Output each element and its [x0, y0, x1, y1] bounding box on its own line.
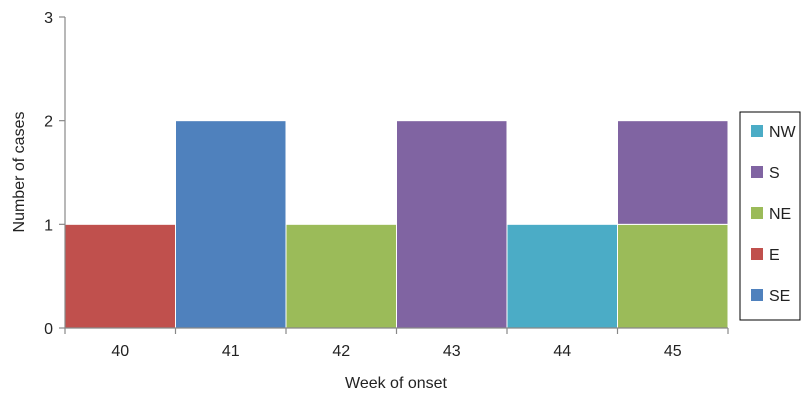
x-tick-label: 43: [443, 343, 461, 360]
legend-swatch-s: [751, 166, 763, 178]
y-tick-label: 3: [44, 10, 53, 27]
legend-swatch-nw: [751, 125, 763, 137]
bar-45-ne: [618, 224, 729, 328]
legend-label-ne: NE: [769, 206, 791, 223]
legend-swatch-e: [751, 248, 763, 260]
bar-41-se: [176, 121, 287, 328]
y-ticks-layer: 0 1 2 3: [44, 10, 65, 338]
x-tick-label: 40: [111, 343, 129, 360]
legend-label-se: SE: [769, 288, 790, 305]
x-tick-label: 41: [222, 343, 240, 360]
legend-swatch-se: [751, 289, 763, 301]
bar-45-s: [618, 121, 729, 225]
bar-42-ne: [286, 224, 397, 328]
legend-label-e: E: [769, 247, 780, 264]
legend-swatch-ne: [751, 207, 763, 219]
y-axis-title: Number of cases: [11, 112, 28, 233]
legend-label-nw: NW: [769, 124, 797, 141]
legend-label-s: S: [769, 165, 780, 182]
x-axis-title: Week of onset: [345, 375, 448, 392]
bar-40-e: [65, 224, 176, 328]
y-tick-label: 2: [44, 114, 53, 131]
x-tick-label: 45: [664, 343, 682, 360]
bar-43-s: [397, 121, 508, 328]
legend: NW S NE E SE: [740, 112, 800, 320]
bar-44-nw: [507, 224, 618, 328]
y-tick-label: 0: [44, 321, 53, 338]
x-tick-label: 42: [332, 343, 350, 360]
y-tick-label: 1: [44, 217, 53, 234]
x-ticks-layer: 40 41 42 43 44 45: [65, 328, 728, 360]
x-tick-label: 44: [553, 343, 571, 360]
bars-layer: [65, 121, 728, 328]
